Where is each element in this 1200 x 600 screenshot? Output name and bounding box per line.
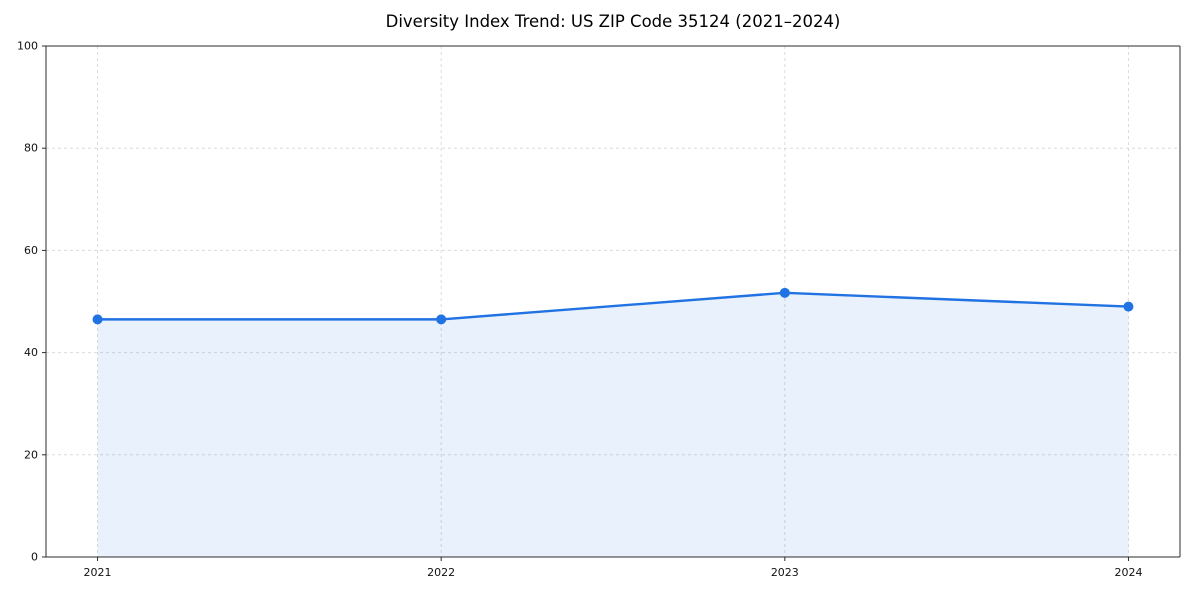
data-point-marker: [1123, 301, 1134, 312]
data-point-marker: [779, 287, 790, 298]
data-point-marker: [436, 314, 447, 325]
y-tick-label: 40: [24, 346, 38, 359]
data-point-marker: [92, 314, 103, 325]
chart-title: Diversity Index Trend: US ZIP Code 35124…: [386, 12, 841, 31]
x-tick-label: 2023: [771, 566, 799, 579]
y-tick-label: 20: [24, 448, 38, 461]
x-tick-label: 2024: [1114, 566, 1142, 579]
y-tick-label: 80: [24, 142, 38, 155]
x-tick-label: 2022: [427, 566, 455, 579]
y-tick-label: 60: [24, 244, 38, 257]
x-tick-label: 2021: [84, 566, 112, 579]
series-line: [96, 291, 1130, 321]
area-fill: [97, 292, 1129, 557]
y-tick-label: 100: [17, 40, 38, 53]
y-tick-label: 0: [31, 551, 38, 564]
